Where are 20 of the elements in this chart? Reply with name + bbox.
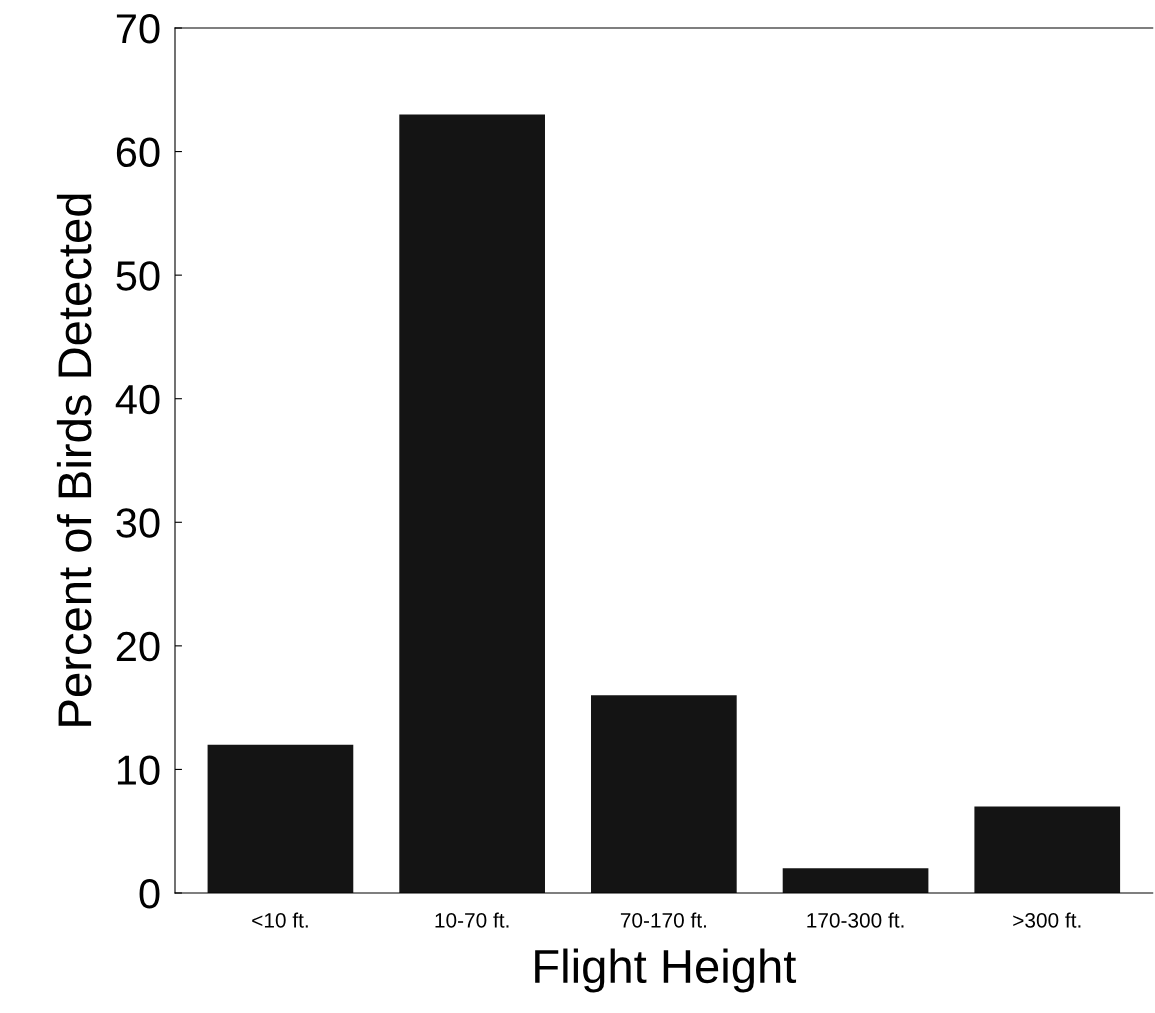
x-tick-label: 170-300 ft.	[807, 912, 904, 928]
x-tick-label: 10-70 ft.	[435, 912, 509, 928]
y-tick-label: 70	[116, 14, 160, 44]
y-tick-label: 0	[139, 879, 160, 909]
y-axis-title: Percent of Birds Detected	[56, 194, 92, 726]
y-tick-label: 10	[117, 755, 160, 785]
y-tick-label: 30	[116, 508, 160, 538]
x-tick-label: 70-170 ft.	[620, 912, 706, 928]
y-tick-label: 60	[116, 137, 160, 168]
bar	[782, 868, 929, 893]
x-axis-title: Flight Height	[535, 948, 797, 993]
x-tick-label: >300 ft.	[1013, 912, 1081, 928]
bar	[974, 806, 1121, 893]
bar	[399, 114, 545, 893]
x-tick-label: <10 ft.	[252, 912, 308, 928]
y-tick-label: 20	[116, 631, 160, 662]
y-tick-label: 50	[116, 261, 160, 291]
bar	[207, 744, 354, 893]
bar	[591, 695, 737, 893]
y-tick-label: 40	[115, 384, 160, 415]
